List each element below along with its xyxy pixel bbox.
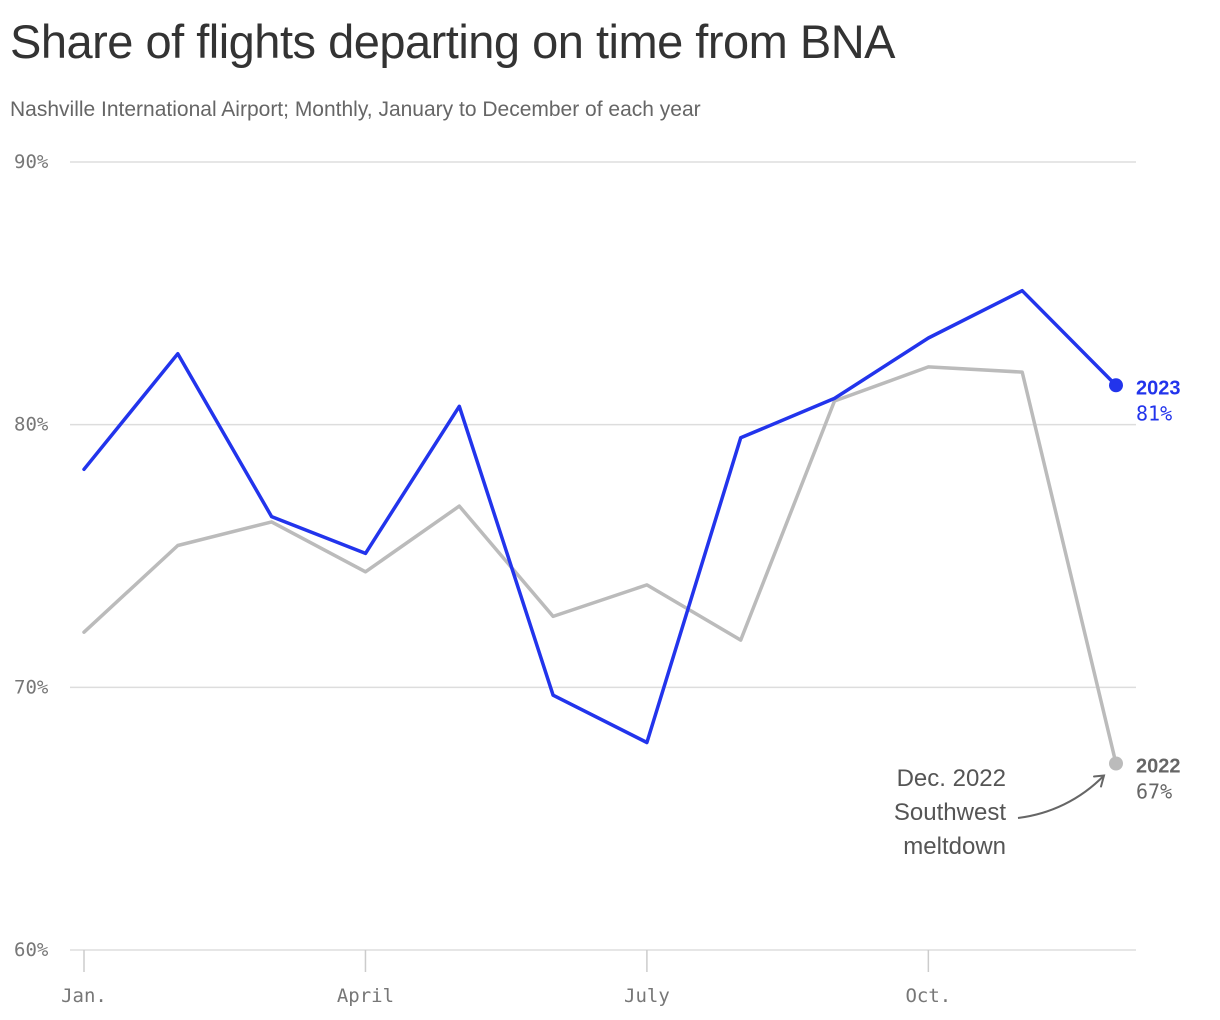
end-point-2022 (1109, 756, 1123, 771)
end-label-value-2022: 67% (1136, 780, 1172, 804)
annotation-text-line: meltdown (903, 833, 1006, 860)
y-tick-label: 80% (14, 414, 49, 436)
end-label-year-2023: 2023 (1136, 377, 1181, 399)
end-label-year-2022: 2022 (1136, 756, 1181, 778)
chart-subtitle: Nashville International Airport; Monthly… (10, 98, 701, 121)
end-label-value-2023: 81% (1136, 401, 1172, 425)
grid-layer (70, 161, 1136, 951)
annotation: Dec. 2022 Southwest meltdown (894, 765, 1106, 860)
x-tick-label: Jan. (61, 985, 107, 1007)
y-tick-label: 70% (14, 676, 49, 698)
x-tick-label: July (624, 985, 670, 1007)
y-tick-label: 60% (14, 939, 49, 961)
end-point-2023 (1109, 378, 1123, 393)
x-tick-label: Oct. (905, 985, 951, 1007)
x-axis: 90% 80% 70% 60% Jan. April July Oct. (14, 151, 951, 1007)
annotation-arrow (1017, 774, 1105, 819)
annotation-arrowhead-icon (1093, 774, 1106, 788)
x-tick-label: April (337, 985, 394, 1007)
series-line-2022 (82, 365, 1118, 766)
y-tick-label: 90% (14, 151, 49, 173)
annotation-text-line: Dec. 2022 (897, 765, 1006, 792)
annotation-text-line: Southwest (894, 799, 1006, 826)
series-line-2023 (82, 288, 1118, 745)
chart-title: Share of flights departing on time from … (10, 15, 896, 68)
series-layer (82, 288, 1123, 771)
